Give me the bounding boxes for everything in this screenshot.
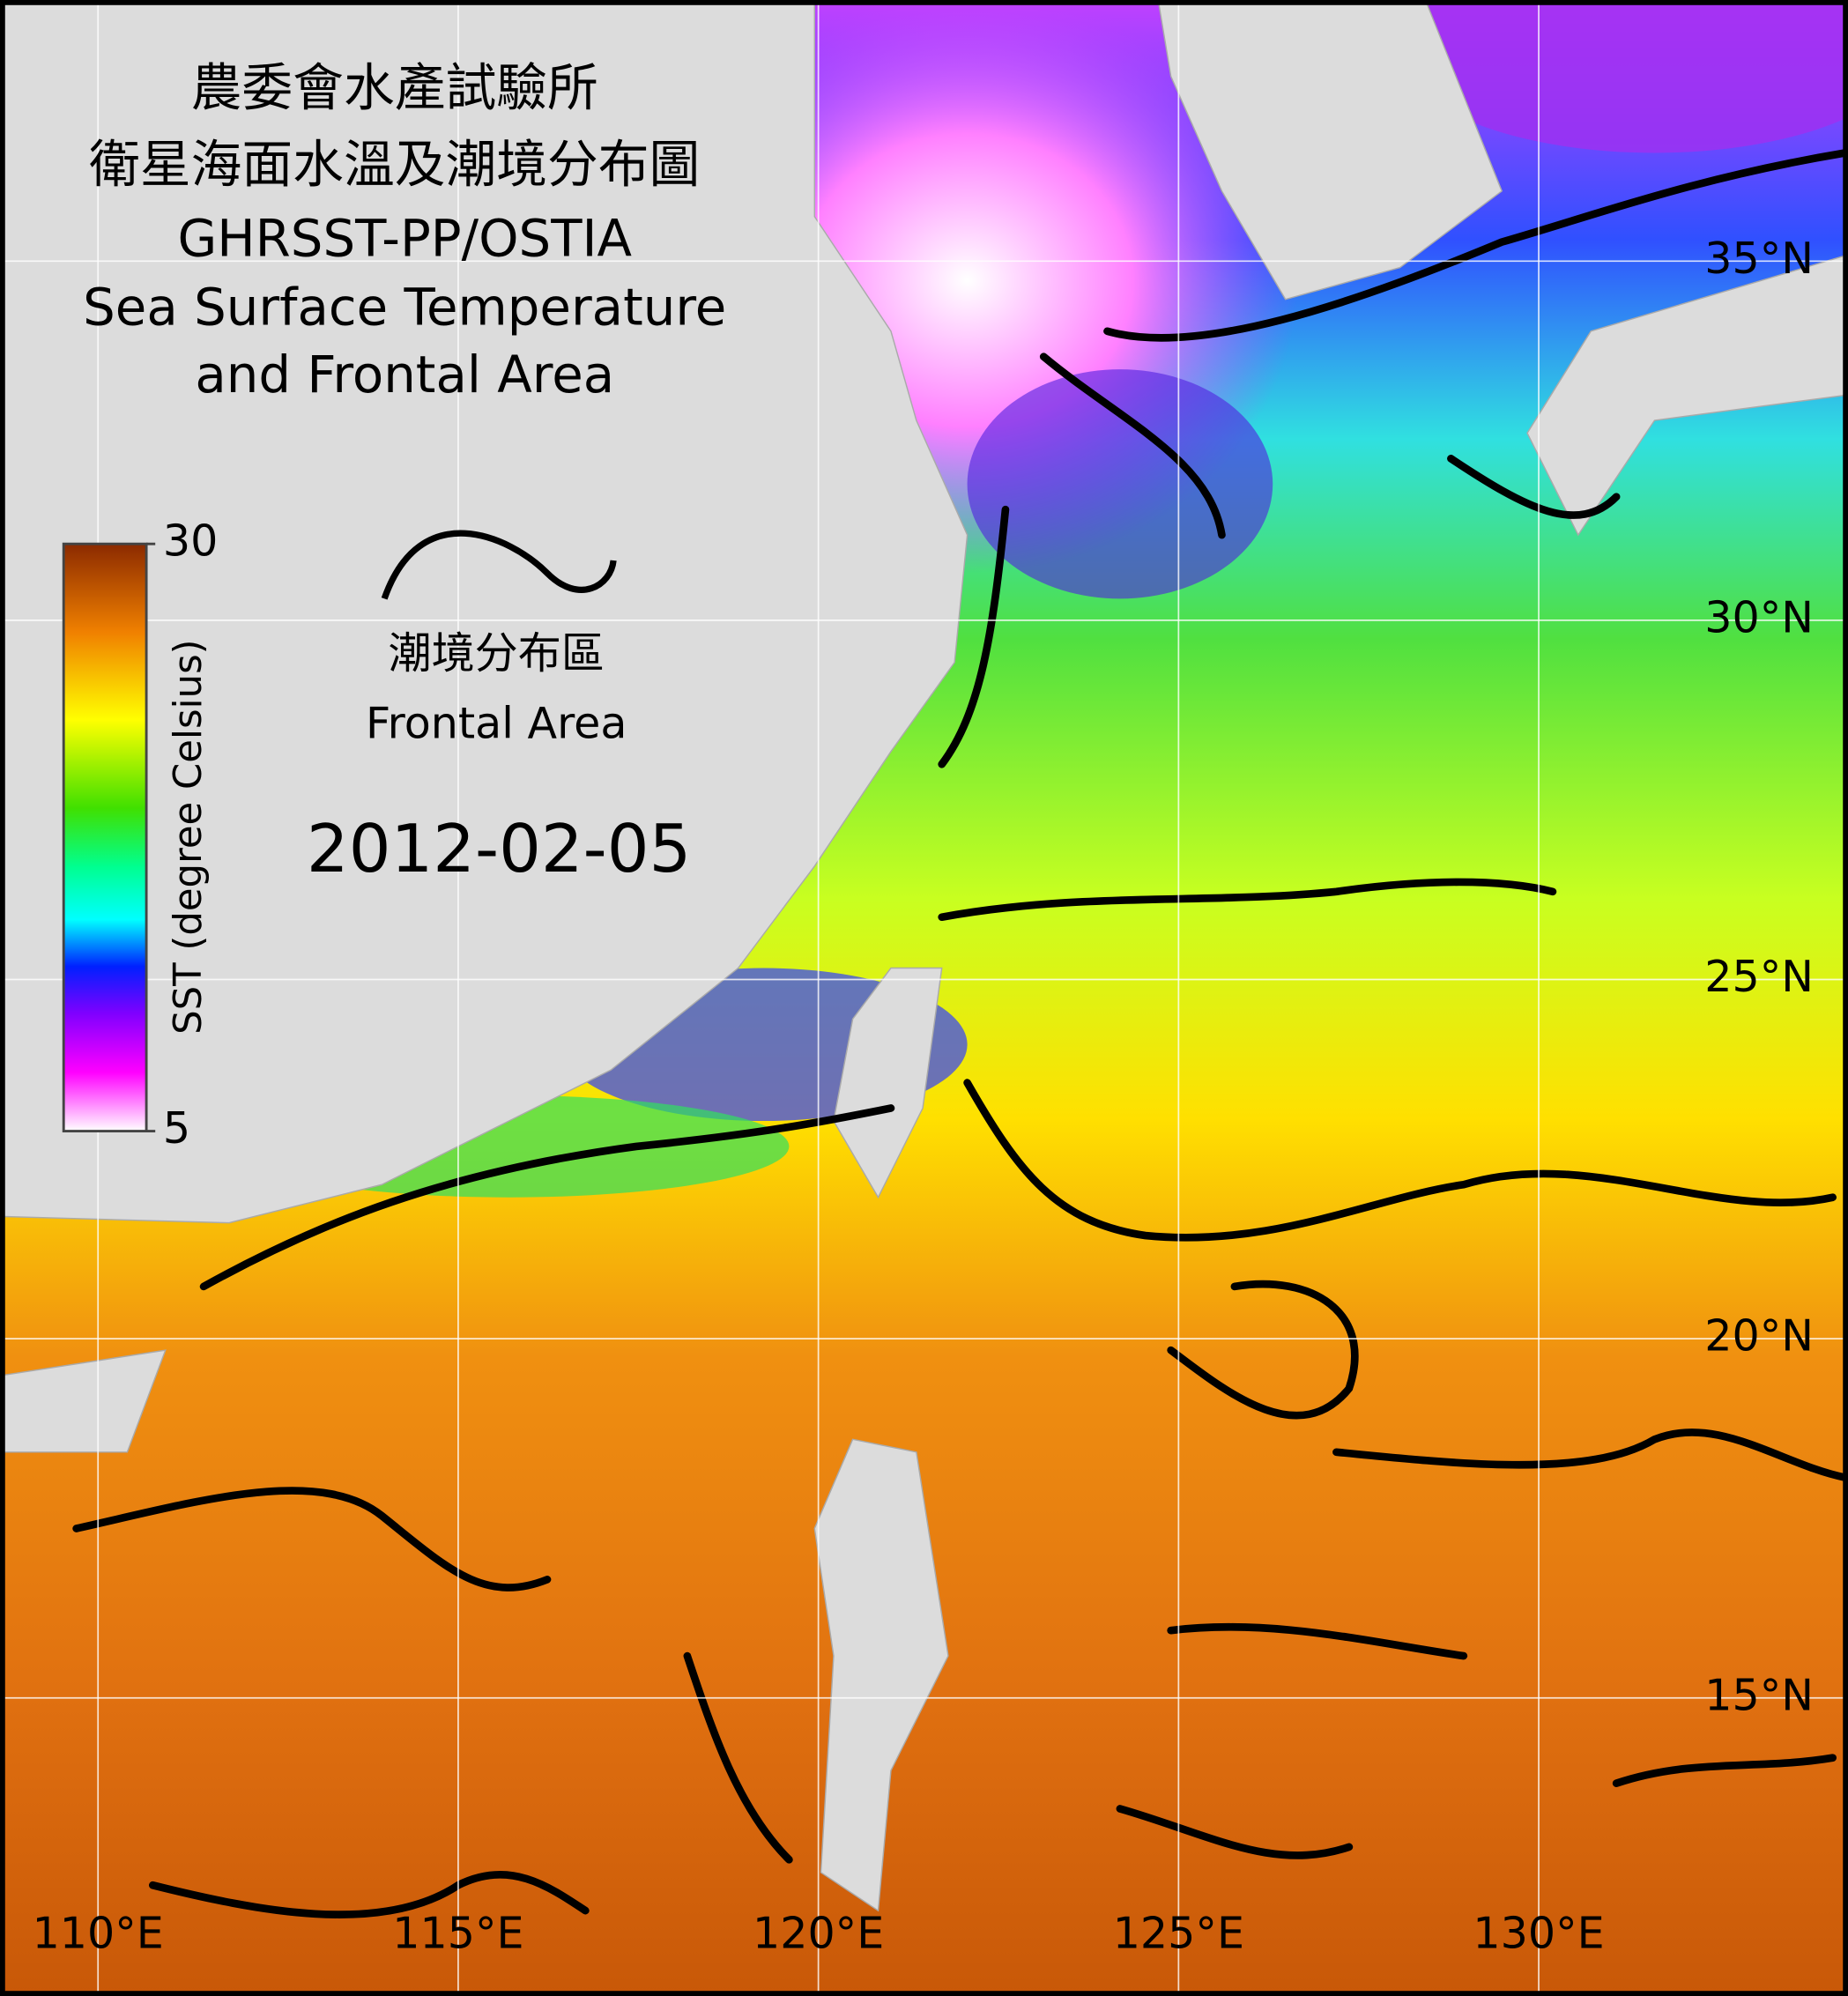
lat-label: 20°N [1704,1310,1814,1362]
front-line [1103,149,1848,342]
japan-land [1526,254,1848,537]
colorbar-ticks: 5 30 [146,516,218,1154]
lon-label: 120°E [753,1908,884,1959]
title-line: GHRSST-PP/OSTIA [177,208,632,268]
front-line [1447,455,1621,519]
taiwan-land [833,967,943,1199]
colorbar-tick-label: 30 [163,516,218,567]
hainan-land [0,1349,167,1453]
lon-label: 115°E [392,1908,523,1959]
front-line [72,1487,552,1592]
lat-label: 25°N [1704,951,1814,1002]
colorbar-label: SST (degree Celsius) [167,639,211,1034]
china-land [0,0,969,1224]
lon-label: 130°E [1473,1908,1604,1959]
lon-label: 110°E [33,1908,164,1959]
lon-label: 125°E [1113,1908,1244,1959]
front-line [1612,1754,1837,1787]
title-line: 衛星海面水溫及潮境分布圖 [89,134,700,194]
cold-water [1399,0,1848,153]
title-line: and Frontal Area [195,345,614,404]
front-line [148,1870,590,1918]
title-block: 農委會水產試驗所 衛星海面水溫及潮境分布圖 GHRSST-PP/OSTIA Se… [83,58,726,404]
colorbar [62,542,148,1132]
cold-water [967,369,1273,599]
luzon-land [813,1438,949,1912]
front-line [1167,1622,1468,1660]
legend-label: Frontal Area [366,697,627,748]
lat-label: 30°N [1704,591,1814,642]
title-line: 農委會水產試驗所 [191,58,598,118]
front-line [938,505,1010,768]
colorbar-tick-label: 5 [163,1102,190,1154]
front-line [1167,1280,1359,1420]
lat-label: 15°N [1704,1669,1814,1720]
lat-label: 35°N [1704,233,1814,284]
date: 2012-02-05 [307,810,691,887]
front-line [1116,1805,1354,1859]
front-line [963,1079,1837,1242]
front-line [683,1651,793,1864]
title-line: Sea Surface Temperature [83,277,726,337]
korea-land [1157,0,1503,301]
front-line [938,878,1557,922]
legend-label: 潮境分布區 [389,627,605,679]
legend-symbol [381,530,617,600]
front-line [1039,352,1226,539]
front-line [1332,1428,1848,1482]
